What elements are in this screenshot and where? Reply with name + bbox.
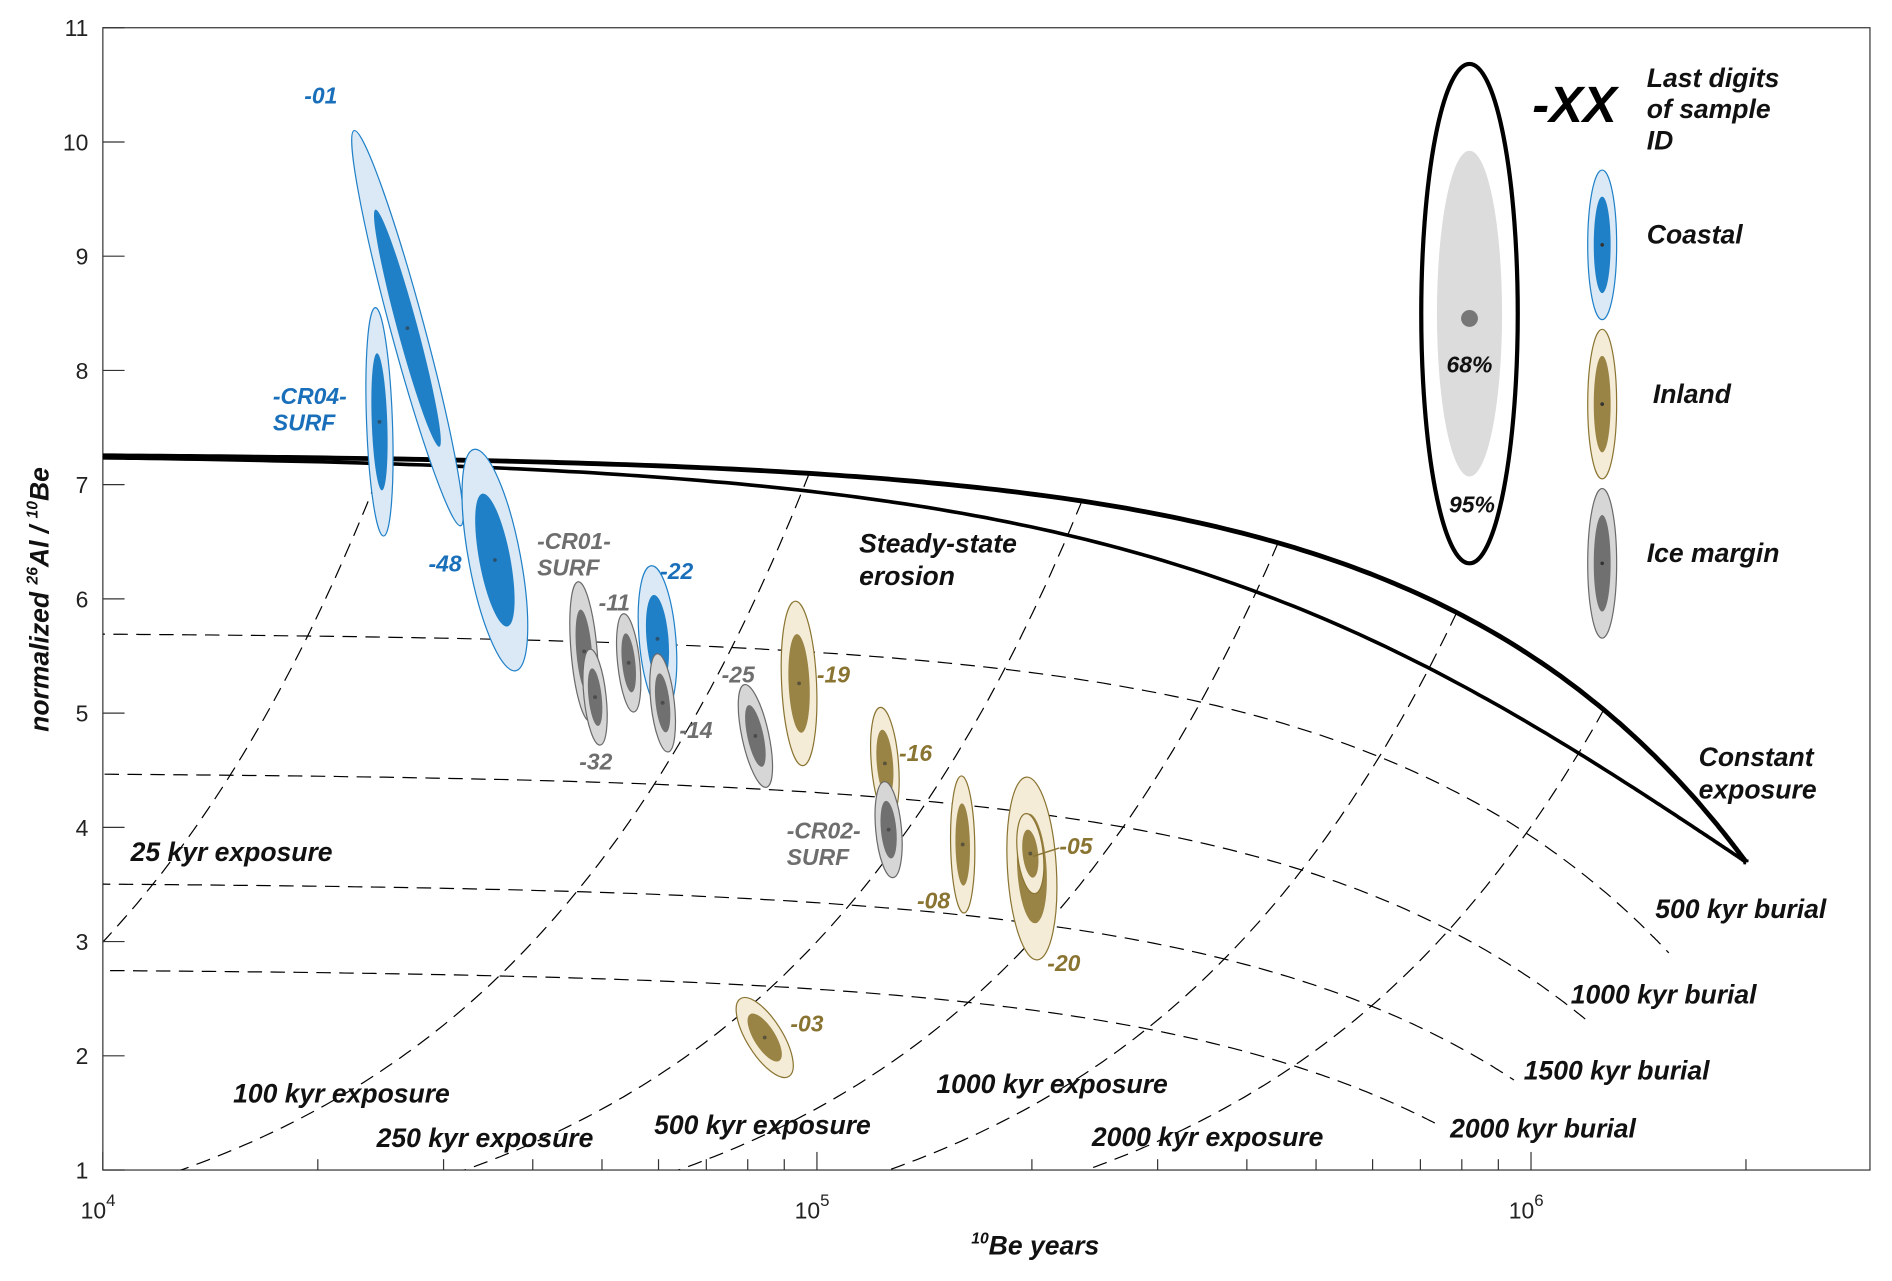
y-tick-label: 8 [76,358,89,384]
burial-line-label: 1000 kyr burial [1571,980,1757,1010]
sample-center-point [492,558,497,562]
sample-label: SURF [787,844,850,870]
sample-label: -CR02- [787,817,861,843]
legend-95-label: 95% [1449,492,1495,518]
x-axis-label: 10Be years [971,1230,1099,1260]
constant-exposure-label: Constant [1699,742,1815,772]
exposure-line [102,458,386,943]
sample-center-point [593,695,598,700]
x-tick-label: 106 [1509,1191,1544,1223]
y-tick-label: 9 [76,244,89,270]
legend-ice-label: Ice margin [1647,538,1780,568]
sample-label: -22 [660,558,693,584]
x-tick-label: 104 [81,1191,116,1223]
sample-label: -CR01- [537,528,611,554]
legend-id-text: ID [1647,126,1674,156]
sample-center-point [886,827,891,832]
sample-label: -48 [429,551,462,577]
legend-center-dot [1461,309,1478,327]
y-tick-label: 1 [76,1157,89,1183]
sample-center-point [405,326,410,331]
legend-id-symbol: -XX [1532,76,1620,133]
sample-label: SURF [273,410,336,436]
y-tick-label: 5 [76,701,89,727]
y-tick-label: 10 [63,129,88,155]
sample-label: -03 [790,1010,823,1036]
sample-label: -14 [679,717,712,743]
sample-center-point [882,761,887,766]
y-tick-label: 7 [76,472,89,498]
plot-frame [102,27,1871,1171]
y-tick-label: 2 [76,1043,89,1069]
exposure-line [462,500,1083,1171]
y-tick-label: 4 [76,815,89,841]
legend-inland-dot [1600,402,1604,406]
exposure-line [179,473,810,1171]
x-tick-label: 105 [795,1191,830,1223]
steady-state-erosion-curve [102,455,1748,864]
sample-center-point [1028,851,1033,856]
burial-line-label: 1500 kyr burial [1524,1056,1710,1086]
sample-center-point [660,700,665,705]
steady-state-erosion-label: Steady-state [859,528,1017,558]
y-tick-label: 6 [76,586,89,612]
sample-label: -08 [917,887,950,913]
sample-label-leader [1032,847,1060,858]
sample-label: -CR04- [273,383,347,409]
exposure-line-label: 500 kyr exposure [654,1110,871,1140]
sample-label: -32 [579,749,612,775]
steady-state-erosion-label-2: erosion [859,561,955,591]
burial-line-label: 500 kyr burial [1655,894,1827,924]
sample-label: -01 [304,83,337,109]
legend-inland-label: Inland [1653,379,1732,409]
sample-center-point [960,842,965,847]
sample-label: -05 [1059,833,1092,859]
constant-exposure-curve [102,453,1749,865]
legend-id-text: of sample [1647,94,1771,124]
legend-coastal-label: Coastal [1647,220,1743,250]
sample-center-point [655,636,660,641]
legend-ice-dot [1600,561,1604,566]
y-axis-label: normalized 26Al / 10Be [25,467,55,732]
sample-center-point [582,649,587,654]
sample-label: -25 [722,662,755,688]
exposure-line-label: 2000 kyr exposure [1091,1122,1324,1152]
sample-center-point [797,681,801,686]
burial-line-label: 2000 kyr burial [1449,1113,1636,1143]
sample-label: -20 [1047,950,1080,976]
sample-center-point [753,734,758,738]
sample-center-point [626,660,631,665]
exposure-line-label: 25 kyr exposure [130,837,333,867]
sample-center-point [762,1035,767,1040]
sample-label: -16 [899,740,932,766]
sample-label: -11 [599,589,630,615]
sample-label: -19 [817,662,850,688]
exposure-line-label: 100 kyr exposure [233,1078,450,1108]
sample-label: SURF [537,554,600,580]
legend-68-label: 68% [1447,352,1493,378]
exposure-line-label: 1000 kyr exposure [936,1069,1168,1099]
sample-center-point [377,419,382,424]
y-tick-label: 3 [76,929,89,955]
burial-line [102,883,1515,1081]
y-tick-label: 11 [65,15,89,41]
exposure-line-label: 250 kyr exposure [376,1123,594,1153]
legend: 68% 95% -XX Last digits of sample ID Coa… [1419,61,1780,639]
legend-coastal-dot [1600,243,1604,247]
legend-id-text: Last digits [1647,63,1780,93]
constant-exposure-label-2: exposure [1699,775,1817,805]
